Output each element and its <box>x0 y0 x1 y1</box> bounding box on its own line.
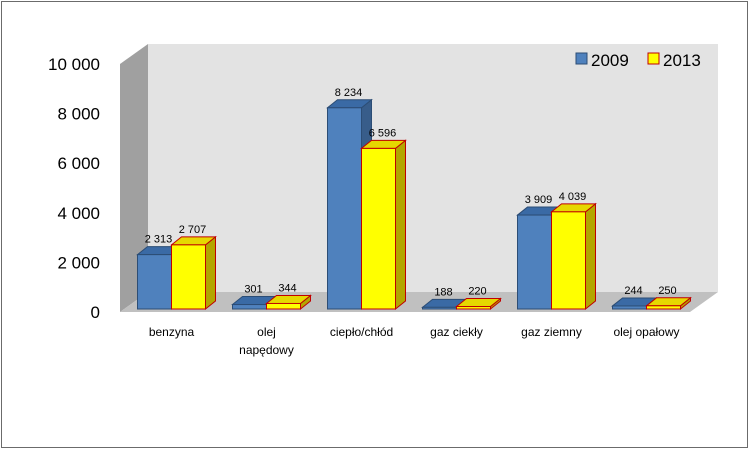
data-label: 2 313 <box>145 234 173 246</box>
bar-2009-3 <box>422 306 457 310</box>
data-label: 344 <box>278 282 296 294</box>
legend-label: 2009 <box>591 51 629 70</box>
bar-2009-1 <box>232 304 267 310</box>
bar-2009-5 <box>612 305 647 310</box>
data-label: 6 596 <box>369 127 397 139</box>
x-category-label: napędowy <box>239 343 294 357</box>
y-tick-label: 8 000 <box>57 105 100 124</box>
bar-2013-2 <box>361 147 396 310</box>
x-category-label: gaz ziemny <box>521 325 582 339</box>
data-label: 3 909 <box>525 194 553 206</box>
x-category-label: ciepło/chłód <box>330 325 393 339</box>
data-label: 188 <box>434 286 452 298</box>
x-category-label: olej <box>257 325 276 339</box>
y-tick-label: 6 000 <box>57 154 100 173</box>
bar-2009-2 <box>327 107 362 310</box>
x-category-label: benzyna <box>149 325 195 339</box>
y-tick-label: 4 000 <box>57 204 100 223</box>
data-label: 2 707 <box>179 224 207 236</box>
bar-2009-4 <box>517 214 552 310</box>
bar-2013-0 <box>171 244 206 310</box>
x-category-label: gaz ciekły <box>430 325 483 339</box>
data-label: 244 <box>624 285 642 297</box>
left-wall <box>120 44 148 312</box>
y-tick-label: 10 000 <box>48 55 100 74</box>
bar-side <box>585 202 596 311</box>
data-label: 8 234 <box>335 87 363 99</box>
bar-2013-3 <box>456 306 491 310</box>
data-label: 301 <box>244 284 262 296</box>
legend-label: 2013 <box>663 51 701 70</box>
x-category-label: olej opałowy <box>613 325 679 339</box>
bar-side <box>205 235 216 311</box>
legend-swatch-2009 <box>575 52 588 65</box>
y-tick-label: 0 <box>91 303 100 322</box>
bar-2013-1 <box>266 302 301 310</box>
data-label: 220 <box>468 286 486 298</box>
bar-2013-4 <box>551 211 586 310</box>
data-label: 250 <box>658 285 676 297</box>
y-tick-label: 2 000 <box>57 253 100 272</box>
back-wall <box>148 44 718 292</box>
data-label: 4 039 <box>559 191 587 203</box>
bar-side <box>395 139 406 311</box>
bar-2013-5 <box>646 305 681 310</box>
bar-2009-0 <box>137 254 172 310</box>
legend-swatch-2013 <box>647 52 660 65</box>
